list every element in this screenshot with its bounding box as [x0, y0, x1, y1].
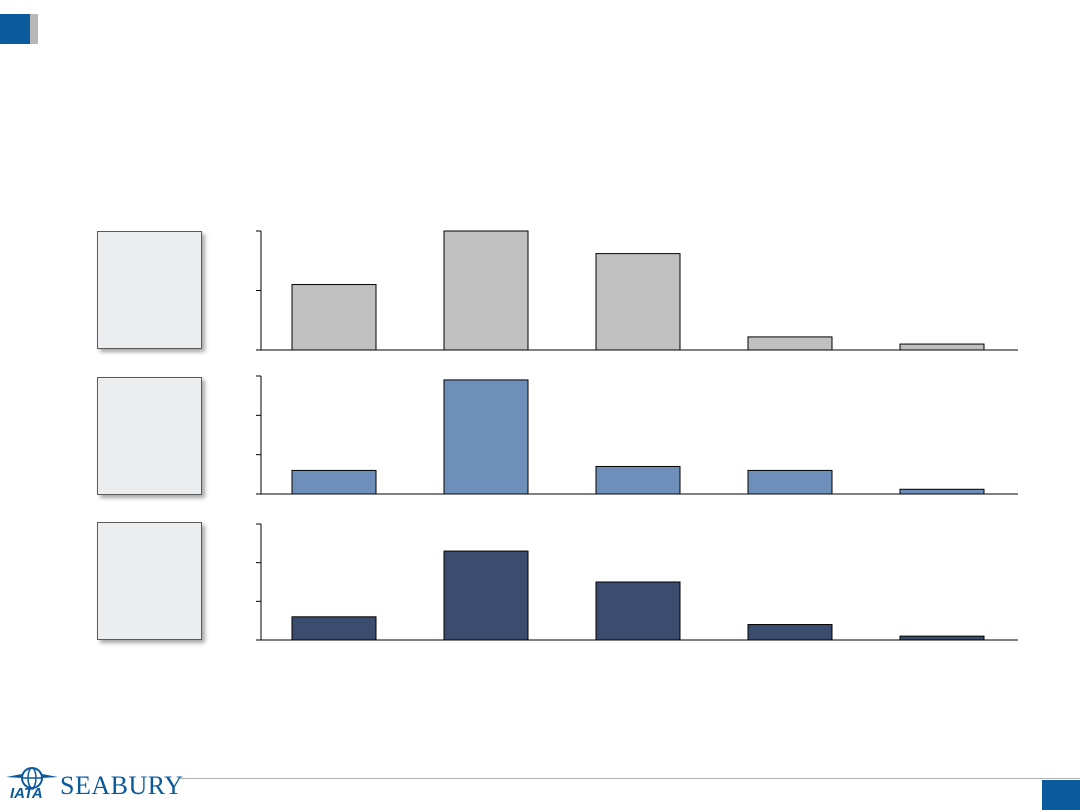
bar-5	[899, 343, 985, 351]
bar-3	[595, 581, 681, 641]
bar-3	[595, 465, 681, 495]
footer-divider	[180, 778, 1080, 779]
bar-2	[443, 230, 529, 351]
bar-1	[291, 469, 377, 495]
bar-3	[595, 253, 681, 351]
bar-2	[443, 379, 529, 495]
chart-panel-2	[256, 375, 1018, 495]
row-label-box-1	[97, 231, 202, 349]
chart-panel-3	[256, 523, 1018, 641]
header-accent-strip	[30, 14, 38, 44]
bar-4	[747, 469, 833, 495]
bar-2	[443, 550, 529, 641]
seabury-logo-text: SEABURY	[60, 771, 184, 800]
row-label-box-3	[97, 522, 202, 640]
page-number-box	[1042, 780, 1080, 810]
bar-4	[747, 624, 833, 641]
bar-1	[291, 284, 377, 351]
chart-panel-1	[256, 230, 1018, 351]
row-label-box-2	[97, 377, 202, 495]
bar-5	[899, 635, 985, 641]
bar-4	[747, 336, 833, 351]
seabury-iata-logo: IATA SEABURY	[4, 765, 184, 805]
header-accent-block	[0, 14, 30, 44]
globe-icon	[6, 767, 58, 789]
bar-1	[291, 616, 377, 641]
iata-logo-text: IATA	[10, 785, 43, 802]
bar-5	[899, 488, 985, 495]
